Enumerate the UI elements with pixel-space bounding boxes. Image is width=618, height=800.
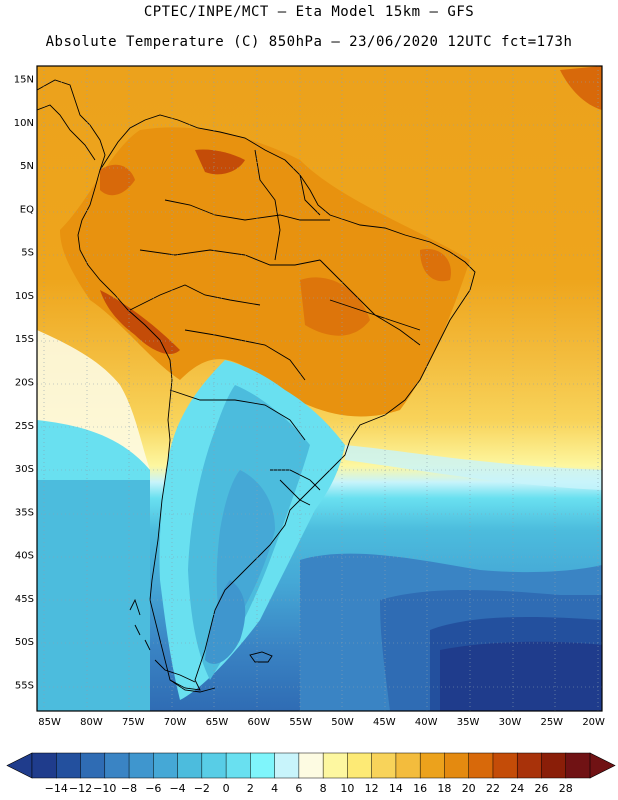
colorbar-label: 22 [486,782,500,795]
colorbar-swatch [347,752,373,779]
lon-label-50w: 50W [331,717,354,728]
colorbar-swatch [565,752,591,779]
map-title-line2: Absolute Temperature (C) 850hPa – 23/06/… [45,34,573,50]
colorbar-swatch [492,752,518,779]
lon-label-25w: 25W [540,717,563,728]
lon-label-60w: 60W [248,717,271,728]
colorbar-label: 18 [437,782,451,795]
colorbar-label: 6 [295,782,302,795]
colorbar-label: 16 [413,782,427,795]
colorbar-swatch [516,752,543,779]
lat-label-10s: 10S [15,291,34,302]
lat-label-15n: 15N [14,74,34,85]
colorbar-swatch [225,752,251,779]
map-title-line1: CPTEC/INPE/MCT – Eta Model 15km – GFS [143,4,475,20]
longitude-axis: 85W 80W 75W 70W 65W 60W 55W 50W 45W 40W 35W 30W 25W 2… [38,717,605,728]
map-frame [36,65,603,712]
colorbar-swatch [31,752,57,779]
lon-label-75w: 75W [122,717,145,728]
temperature-field [37,66,602,711]
colorbar-swatch [541,752,567,779]
coastline [37,79,476,693]
colorbar-label: 24 [510,782,524,795]
lon-label-70w: 70W [164,717,187,728]
colorbar-swatch [128,752,154,779]
lat-label-10n: 10N [14,118,34,129]
lat-label-55s: 55S [15,681,34,692]
lat-label-30s: 30S [15,464,34,475]
lat-label-15s: 15S [15,334,34,345]
lat-label-35s: 35S [15,507,34,518]
lon-label-65w: 65W [206,717,229,728]
lat-label-eq: EQ [20,204,34,215]
lon-label-40w: 40W [415,717,438,728]
colorbar-label: 8 [320,782,327,795]
colorbar-swatch [371,752,397,779]
colorbar-label: 10 [340,782,354,795]
lat-label-5n: 5N [20,161,34,172]
lat-label-45s: 45S [15,594,34,605]
lon-label-80w: 80W [80,717,103,728]
colorbar-swatch [395,752,421,779]
colorbar-swatch [153,752,179,779]
colorbar-label: 2 [247,782,254,795]
colorbar-label: 26 [534,782,548,795]
colorbar-label: 4 [271,782,278,795]
colorbar-label: 20 [462,782,476,795]
colorbar-label: −4 [169,782,185,795]
colorbar-label: 12 [365,782,379,795]
lon-label-45w: 45W [373,717,396,728]
colorbar-swatch [419,752,445,779]
colorbar-swatch [177,752,203,779]
colorbar-label: 14 [389,782,403,795]
colorbar-label: 28 [559,782,573,795]
colorbar-swatch [444,752,470,779]
colorbar-swatch [274,752,300,779]
colorbar-swatch [56,752,82,779]
lat-label-20s: 20S [15,378,34,389]
colorbar-swatch [250,752,276,779]
colorbar-max-arrow [589,752,616,779]
colorbar-swatch [201,752,227,779]
lon-label-20w: 20W [582,717,605,728]
colorbar-label: 0 [223,782,230,795]
colorbar-swatch [104,752,130,779]
lat-label-25s: 25S [15,421,34,432]
colorbar-label: −10 [93,782,116,795]
colorbar-label: −14 [45,782,68,795]
colorbar [6,752,616,779]
colorbar-label: −8 [121,782,137,795]
colorbar-min-arrow [6,752,33,779]
lon-label-35w: 35W [457,717,480,728]
lon-label-85w: 85W [38,717,61,728]
colorbar-swatch [468,752,494,779]
colorbar-label: −12 [69,782,92,795]
colorbar-labels: −14 −12 −10 −8 −6 −4 −2 0 2 4 6 8 10 12 14 16 18 20 22 24 26… [45,782,573,795]
colorbar-swatch [80,752,106,779]
lat-label-40s: 40S [15,551,34,562]
colorbar-swatch [298,752,324,779]
lat-label-50s: 50S [15,637,34,648]
colorbar-label: −2 [194,782,210,795]
colorbar-label: −6 [145,782,161,795]
latitude-axis: 15N 10N 5N EQ 5S 10S 15S 20S 25S 30S 35S 40S 45S 50S 5… [14,74,34,691]
lon-label-55w: 55W [289,717,312,728]
lon-label-30w: 30W [499,717,522,728]
colorbar-swatch [322,752,348,779]
lat-label-5s: 5S [21,248,34,259]
